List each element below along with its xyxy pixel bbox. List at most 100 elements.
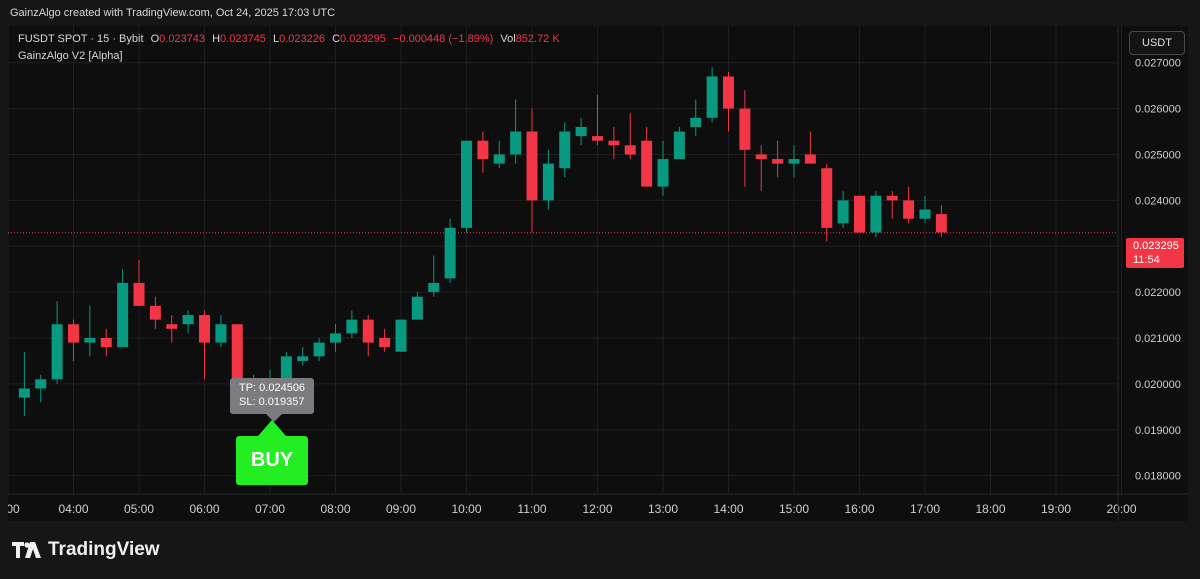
candle-body <box>428 282 440 293</box>
candle-body <box>18 388 30 398</box>
candle-body <box>542 163 554 201</box>
candle-body <box>444 227 456 279</box>
x-tick-label: 09:00 <box>386 502 416 516</box>
x-tick-label: 05:00 <box>124 502 154 516</box>
candle-body <box>330 333 341 343</box>
candle-body <box>133 282 145 306</box>
candle-body <box>68 324 79 343</box>
y-tick-label: 0.027000 <box>1135 58 1181 70</box>
x-tick-label: 17:00 <box>910 502 940 516</box>
x-tick-label: 06:00 <box>189 502 219 516</box>
candle-body <box>919 209 931 219</box>
candle-body <box>608 140 620 146</box>
x-tick-label: 04:00 <box>58 502 88 516</box>
candle-body <box>166 324 178 329</box>
y-tick-label: 0.019000 <box>1135 425 1181 437</box>
high-label: H <box>212 33 221 45</box>
low-label: L <box>273 33 280 45</box>
y-tick-label: 0.026000 <box>1135 104 1181 116</box>
candle-body <box>510 131 522 155</box>
candle-body <box>575 126 587 137</box>
indicator-label[interactable]: GainzAlgo V2 [Alpha] <box>18 50 123 62</box>
x-tick-label: 19:00 <box>1041 502 1071 516</box>
x-tick-label: 20:00 <box>1106 502 1136 516</box>
candle-body <box>559 131 571 169</box>
x-tick-label: 15:00 <box>779 502 809 516</box>
volume-value: 852.72 K <box>515 33 560 45</box>
candle-body <box>280 356 292 380</box>
candle-body <box>657 159 669 187</box>
candle-body <box>379 338 391 348</box>
x-tick-label: 16:00 <box>844 502 874 516</box>
candle-body <box>821 168 833 228</box>
stop-loss-text: SL: 0.019357 <box>239 396 305 408</box>
candle-body <box>706 76 718 118</box>
open-label: O <box>150 33 160 45</box>
last-price-value: 0.023295 <box>1133 240 1179 252</box>
candle-body <box>149 305 161 320</box>
candle-body <box>772 159 784 164</box>
tp-sl-label: TP: 0.024506 SL: 0.019357 <box>230 378 314 422</box>
close-value: 0.023295 <box>340 33 386 45</box>
take-profit-text: TP: 0.024506 <box>239 382 306 394</box>
candle-body <box>477 140 489 160</box>
buy-arrow-icon <box>258 420 286 436</box>
high-value: 0.023745 <box>220 33 266 45</box>
candle-body <box>804 154 816 164</box>
y-tick-label: 0.022000 <box>1135 287 1181 299</box>
currency-button[interactable]: USDT <box>1129 31 1185 55</box>
candle-body <box>215 324 227 343</box>
candle-body <box>673 131 685 160</box>
candle-body <box>903 200 915 219</box>
tradingview-logo[interactable]: TradingView <box>12 539 160 561</box>
buy-signal-label: BUY <box>236 436 308 485</box>
candle-body <box>346 319 358 334</box>
candle-body <box>395 319 407 352</box>
candle-body <box>231 324 243 398</box>
candle-body <box>100 338 112 348</box>
candle-body <box>935 214 947 233</box>
close-label: C <box>332 33 341 45</box>
candle-body <box>526 131 538 201</box>
y-tick-label: 0.024000 <box>1135 195 1181 207</box>
bar-countdown: 11:54 <box>1133 254 1160 266</box>
candle-body <box>411 296 423 320</box>
x-tick-label: 18:00 <box>975 502 1005 516</box>
change-value: −0.000448 (−1.89%) <box>392 33 494 45</box>
candle-body <box>117 282 129 348</box>
candle-body <box>35 379 47 389</box>
candle-body <box>461 140 472 228</box>
candle-body <box>199 315 210 343</box>
y-tick-label: 0.021000 <box>1135 333 1181 345</box>
symbol-label[interactable]: FUSDT SPOT · 15 · Bybit <box>18 33 144 45</box>
candle-body <box>739 108 751 150</box>
candlestick-chart[interactable]: 0.0270000.0260000.0250000.0240000.023000… <box>8 26 1188 521</box>
x-tick-label: 08:00 <box>320 502 350 516</box>
low-value: 0.023226 <box>279 33 326 45</box>
candle-body <box>592 136 603 141</box>
candle-body <box>837 200 849 224</box>
volume-label: Vol <box>500 33 516 45</box>
candle-body <box>182 315 194 325</box>
candle-body <box>690 117 702 127</box>
candle-body <box>788 159 800 164</box>
candle-body <box>854 195 865 233</box>
candle-body <box>641 140 653 187</box>
x-tick-label: 12:00 <box>582 502 612 516</box>
brand-name: TradingView <box>48 539 160 560</box>
candle-body <box>313 342 325 357</box>
header-title: GainzAlgo created with TradingView.com, … <box>10 7 336 19</box>
candle-body <box>886 195 898 201</box>
x-tick-label: 3:00 <box>8 502 20 516</box>
header-bar: GainzAlgo created with TradingView.com, … <box>0 0 1200 26</box>
candle-body <box>493 154 505 164</box>
y-tick-label: 0.018000 <box>1135 471 1181 483</box>
candle-body <box>84 338 96 343</box>
open-value: 0.023743 <box>159 33 206 45</box>
x-tick-label: 07:00 <box>255 502 285 516</box>
last-price-tag: 0.023295 11:54 <box>1126 238 1184 268</box>
candle-body <box>51 324 63 380</box>
candle-body <box>624 145 636 155</box>
chart-legend: FUSDT SPOT · 15 · Bybit O0.023743 H0.023… <box>18 33 560 45</box>
candle-body <box>362 319 374 343</box>
